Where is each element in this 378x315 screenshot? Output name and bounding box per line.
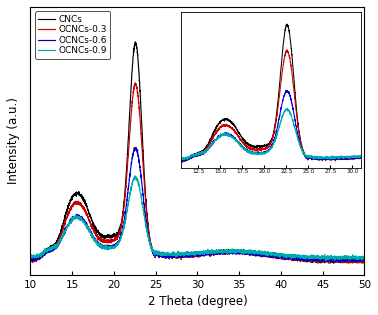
OCNCs-0.9 [86, 226, 91, 230]
OCNCs-0.9 [320, 255, 324, 259]
OCNCs-0.3 [28, 257, 33, 261]
CNCs [133, 40, 138, 44]
CNCs [356, 260, 360, 263]
Legend: CNCs, OCNCs-0.3, OCNCs-0.6, OCNCs-0.9: CNCs, OCNCs-0.3, OCNCs-0.6, OCNCs-0.9 [35, 11, 110, 59]
CNCs [66, 204, 71, 208]
OCNCs-0.6 [171, 254, 175, 258]
OCNCs-0.6 [336, 261, 341, 264]
X-axis label: 2 Theta (degree): 2 Theta (degree) [147, 295, 247, 308]
OCNCs-0.6 [28, 258, 33, 262]
OCNCs-0.9 [66, 223, 71, 227]
OCNCs-0.3 [66, 211, 71, 215]
OCNCs-0.9 [28, 255, 33, 259]
OCNCs-0.3 [332, 261, 336, 265]
OCNCs-0.6 [66, 225, 71, 228]
Line: CNCs: CNCs [30, 42, 364, 263]
OCNCs-0.9 [133, 174, 137, 178]
OCNCs-0.9 [156, 249, 161, 253]
Line: OCNCs-0.9: OCNCs-0.9 [30, 176, 364, 261]
OCNCs-0.3 [86, 216, 91, 220]
OCNCs-0.9 [324, 259, 328, 262]
CNCs [156, 252, 161, 256]
CNCs [28, 257, 33, 261]
OCNCs-0.9 [356, 256, 360, 260]
CNCs [362, 258, 367, 262]
CNCs [320, 259, 324, 262]
Line: OCNCs-0.3: OCNCs-0.3 [30, 83, 364, 263]
OCNCs-0.6 [356, 257, 360, 261]
OCNCs-0.9 [362, 257, 367, 261]
Line: OCNCs-0.6: OCNCs-0.6 [30, 147, 364, 262]
OCNCs-0.3 [320, 258, 324, 261]
OCNCs-0.3 [156, 251, 161, 255]
OCNCs-0.3 [133, 81, 138, 85]
CNCs [86, 208, 91, 212]
OCNCs-0.6 [133, 146, 138, 149]
OCNCs-0.3 [356, 259, 360, 263]
OCNCs-0.9 [171, 250, 175, 254]
Y-axis label: Intensity (a.u.): Intensity (a.u.) [7, 97, 20, 184]
OCNCs-0.3 [362, 259, 367, 262]
OCNCs-0.3 [171, 255, 175, 259]
CNCs [346, 261, 350, 265]
CNCs [171, 255, 175, 259]
OCNCs-0.6 [156, 253, 161, 256]
OCNCs-0.6 [362, 257, 367, 261]
OCNCs-0.6 [86, 227, 91, 231]
OCNCs-0.6 [320, 259, 324, 263]
